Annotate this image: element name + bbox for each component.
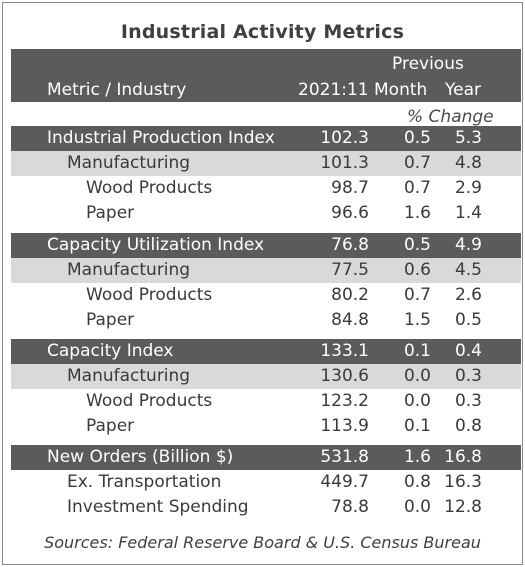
row-month-change: 0.7 xyxy=(403,178,431,198)
row-month-change: 0.0 xyxy=(403,391,431,411)
row-year-change: 4.8 xyxy=(454,153,482,173)
header-metric: Metric / Industry xyxy=(47,80,187,100)
table-row: Ex. Transportation 449.7 0.8 16.3 xyxy=(11,470,521,495)
header-previous: Previous xyxy=(392,54,464,74)
table-row: Industrial Production Index 102.3 0.5 5.… xyxy=(11,126,521,151)
row-value: 101.3 xyxy=(320,153,369,173)
row-year-change: 0.5 xyxy=(454,310,482,330)
row-year-change: 0.3 xyxy=(454,391,482,411)
row-month-change: 0.0 xyxy=(403,497,431,517)
source-note: Sources: Federal Reserve Board & U.S. Ce… xyxy=(44,533,481,552)
pct-change-label: % Change xyxy=(407,107,494,127)
table-row: Manufacturing 130.6 0.0 0.3 xyxy=(11,364,521,389)
row-value: 123.2 xyxy=(320,391,369,411)
row-label: Paper xyxy=(86,203,135,223)
table-row: Wood Products 80.2 0.7 2.6 xyxy=(11,283,521,308)
row-value: 96.6 xyxy=(331,203,369,223)
row-month-change: 0.7 xyxy=(403,153,431,173)
row-month-change: 0.7 xyxy=(403,285,431,305)
row-year-change: 4.9 xyxy=(454,235,482,255)
row-month-change: 1.5 xyxy=(403,310,431,330)
row-value: 78.8 xyxy=(331,497,369,517)
header-period: 2021:11 xyxy=(298,80,369,100)
table-row: Manufacturing 101.3 0.7 4.8 xyxy=(11,151,521,176)
table-row: Capacity Utilization Index 76.8 0.5 4.9 xyxy=(11,233,521,258)
row-month-change: 0.8 xyxy=(403,472,431,492)
row-label: Wood Products xyxy=(86,391,213,411)
row-value: 133.1 xyxy=(320,341,369,361)
row-label: Capacity Index xyxy=(47,341,174,361)
row-label: Wood Products xyxy=(86,178,213,198)
table-header: Previous Metric / Industry 2021:11 Month… xyxy=(11,49,521,102)
row-label: Manufacturing xyxy=(67,153,191,173)
row-value: 102.3 xyxy=(320,128,369,148)
row-month-change: 0.5 xyxy=(403,128,431,148)
row-value: 80.2 xyxy=(331,285,369,305)
row-value: 531.8 xyxy=(320,447,369,467)
row-label: Capacity Utilization Index xyxy=(47,235,265,255)
row-year-change: 0.8 xyxy=(454,416,482,436)
row-label: Investment Spending xyxy=(67,497,249,517)
row-month-change: 0.5 xyxy=(403,235,431,255)
row-month-change: 0.0 xyxy=(403,366,431,386)
table-row: Wood Products 123.2 0.0 0.3 xyxy=(11,389,521,414)
row-label: Paper xyxy=(86,416,135,436)
table-title: Industrial Activity Metrics xyxy=(120,21,405,43)
row-label: Manufacturing xyxy=(67,366,191,386)
row-label: Manufacturing xyxy=(67,260,191,280)
row-value: 130.6 xyxy=(320,366,369,386)
row-year-change: 5.3 xyxy=(454,128,482,148)
row-value: 98.7 xyxy=(331,178,369,198)
row-year-change: 4.5 xyxy=(454,260,482,280)
row-year-change: 16.3 xyxy=(444,472,482,492)
row-value: 449.7 xyxy=(320,472,369,492)
row-year-change: 2.6 xyxy=(454,285,482,305)
row-value: 84.8 xyxy=(331,310,369,330)
table-row: Paper 96.6 1.6 1.4 xyxy=(11,201,521,226)
row-label: Industrial Production Index xyxy=(47,128,275,148)
row-year-change: 16.8 xyxy=(444,447,482,467)
header-month: Month xyxy=(374,80,428,100)
row-year-change: 0.3 xyxy=(454,366,482,386)
table-row: Paper 113.9 0.1 0.8 xyxy=(11,414,521,439)
row-value: 76.8 xyxy=(331,235,369,255)
row-value: 77.5 xyxy=(331,260,369,280)
row-month-change: 1.6 xyxy=(403,447,431,467)
header-year: Year xyxy=(445,80,481,100)
table-row: New Orders (Billion $) 531.8 1.6 16.8 xyxy=(11,445,521,470)
row-year-change: 0.4 xyxy=(454,341,482,361)
table-row: Manufacturing 77.5 0.6 4.5 xyxy=(11,258,521,283)
row-label: Paper xyxy=(86,310,135,330)
table-row: Investment Spending 78.8 0.0 12.8 xyxy=(11,495,521,520)
row-value: 113.9 xyxy=(320,416,369,436)
row-label: Wood Products xyxy=(86,285,213,305)
table-row: Paper 84.8 1.5 0.5 xyxy=(11,308,521,333)
row-year-change: 12.8 xyxy=(444,497,482,517)
row-month-change: 0.1 xyxy=(403,416,431,436)
row-month-change: 0.6 xyxy=(403,260,431,280)
row-year-change: 2.9 xyxy=(454,178,482,198)
row-label: New Orders (Billion $) xyxy=(47,447,234,467)
table-row: Capacity Index 133.1 0.1 0.4 xyxy=(11,339,521,364)
row-month-change: 1.6 xyxy=(403,203,431,223)
row-year-change: 1.4 xyxy=(454,203,482,223)
table-row: Wood Products 98.7 0.7 2.9 xyxy=(11,176,521,201)
row-month-change: 0.1 xyxy=(403,341,431,361)
row-label: Ex. Transportation xyxy=(67,472,222,492)
